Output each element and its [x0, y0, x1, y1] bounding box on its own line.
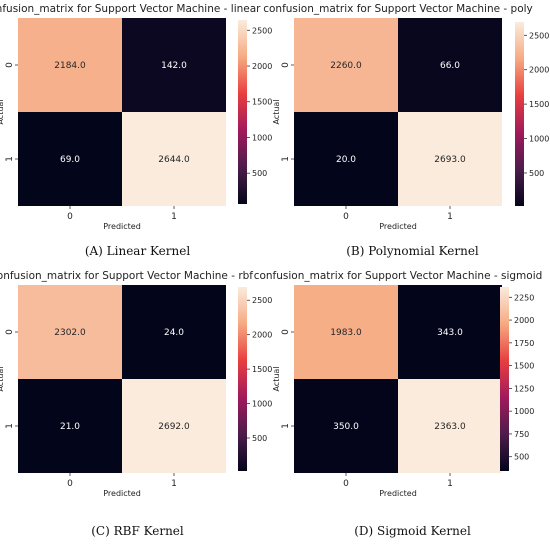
colorbar-tick-label: 1000: [514, 407, 534, 416]
y-tick-label: 1: [281, 423, 291, 429]
heatmap-cell: [122, 379, 226, 473]
x-axis-label: Predicted: [103, 222, 141, 231]
y-tick-label: 1: [5, 156, 15, 162]
caption-b: (B) Polynomial Kernel: [346, 244, 479, 258]
x-tick-label: 1: [171, 479, 177, 489]
cell-value-label: 69.0: [60, 155, 80, 165]
colorbar-tick-label: 750: [514, 430, 529, 439]
heatmap-cell: [294, 112, 398, 206]
caption-d: (D) Sigmoid Kernel: [354, 524, 471, 538]
y-tick-label: 1: [5, 423, 15, 429]
heatmap-panel-0: confusion_matrix for Support Vector Mach…: [0, 3, 272, 231]
y-tick-label: 0: [281, 329, 291, 335]
caption-c: (C) RBF Kernel: [91, 524, 184, 538]
cell-value-label: 66.0: [440, 61, 460, 71]
cell-value-label: 2692.0: [158, 422, 190, 432]
cell-value-label: 21.0: [60, 422, 80, 432]
y-tick-label: 1: [281, 156, 291, 162]
cell-value-label: 2302.0: [54, 328, 86, 338]
x-axis-label: Predicted: [379, 222, 417, 231]
panel-title: confusion_matrix for Support Vector Mach…: [0, 3, 261, 15]
x-tick-label: 0: [67, 212, 73, 222]
cell-value-label: 24.0: [164, 328, 184, 338]
colorbar-tick-label: 1750: [514, 339, 534, 348]
cell-value-label: 2693.0: [434, 155, 466, 165]
caption-a: (A) Linear Kernel: [84, 244, 191, 258]
panel-title: confusion_matrix for Support Vector Mach…: [263, 3, 533, 15]
y-axis-label: Actual: [0, 99, 5, 124]
heatmap-cell: [122, 285, 226, 379]
x-tick-label: 0: [343, 479, 349, 489]
colorbar: [238, 287, 247, 471]
heatmap-cell: [122, 18, 226, 112]
colorbar-tick-label: 500: [252, 434, 267, 443]
panel-title: confusion_matrix for Support Vector Mach…: [254, 270, 543, 282]
colorbar-tick-label: 1000: [252, 133, 272, 142]
colorbar-tick-label: 2250: [514, 293, 534, 302]
colorbar-tick-label: 2500: [529, 31, 549, 40]
colorbar: [515, 22, 524, 206]
colorbar-tick-label: 1500: [514, 362, 534, 371]
y-tick-label: 0: [5, 329, 15, 335]
colorbar-tick-label: 1000: [252, 400, 272, 409]
colorbar-tick-label: 2000: [252, 62, 272, 71]
colorbar-tick-label: 500: [514, 453, 529, 462]
colorbar-tick-label: 2500: [252, 296, 272, 305]
colorbar-tick-label: 1000: [529, 135, 549, 144]
heatmap-cell: [122, 112, 226, 206]
cell-value-label: 350.0: [333, 422, 359, 432]
heatmap-cell: [18, 18, 122, 112]
colorbar-tick-label: 2000: [514, 316, 534, 325]
y-axis-label: Actual: [272, 99, 281, 124]
colorbar-tick-label: 2000: [252, 331, 272, 340]
heatmap-panel-3: confusion_matrix for Support Vector Mach…: [254, 270, 543, 498]
colorbar-tick-label: 500: [252, 169, 267, 178]
heatmap-panel-1: confusion_matrix for Support Vector Mach…: [263, 3, 549, 231]
heatmap-cell: [398, 112, 502, 206]
cell-value-label: 1983.0: [330, 328, 362, 338]
y-axis-label: Actual: [272, 366, 281, 391]
x-tick-label: 1: [447, 479, 453, 489]
x-tick-label: 1: [171, 212, 177, 222]
heatmap-cell: [294, 285, 398, 379]
cell-value-label: 343.0: [437, 328, 463, 338]
heatmap-cell: [18, 112, 122, 206]
cell-value-label: 20.0: [336, 155, 356, 165]
y-tick-label: 0: [5, 62, 15, 68]
x-axis-label: Predicted: [103, 489, 141, 498]
cell-value-label: 142.0: [161, 61, 187, 71]
colorbar-tick-label: 1500: [529, 100, 549, 109]
cell-value-label: 2644.0: [158, 155, 190, 165]
heatmap-cell: [398, 18, 502, 112]
heatmap-panel-2: confusion_matrix for Support Vector Mach…: [0, 270, 272, 498]
colorbar-tick-label: 2500: [252, 26, 272, 35]
colorbar-tick-label: 500: [529, 169, 544, 178]
colorbar-tick-label: 1500: [252, 365, 272, 374]
colorbar-tick-label: 1500: [252, 98, 272, 107]
x-tick-label: 1: [447, 212, 453, 222]
cell-value-label: 2184.0: [54, 61, 86, 71]
heatmap-cell: [18, 379, 122, 473]
heatmap-cell: [294, 379, 398, 473]
panel-title: confusion_matrix for Support Vector Mach…: [0, 270, 253, 282]
cell-value-label: 2363.0: [434, 422, 466, 432]
heatmap-cell: [398, 379, 502, 473]
x-tick-label: 0: [343, 212, 349, 222]
y-tick-label: 0: [281, 62, 291, 68]
x-tick-label: 0: [67, 479, 73, 489]
colorbar-tick-label: 1250: [514, 384, 534, 393]
colorbar: [238, 20, 247, 204]
heatmap-cell: [398, 285, 502, 379]
x-axis-label: Predicted: [379, 489, 417, 498]
y-axis-label: Actual: [0, 366, 5, 391]
heatmap-cell: [294, 18, 398, 112]
colorbar: [500, 287, 509, 471]
cell-value-label: 2260.0: [330, 61, 362, 71]
colorbar-tick-label: 2000: [529, 66, 549, 75]
heatmap-cell: [18, 285, 122, 379]
